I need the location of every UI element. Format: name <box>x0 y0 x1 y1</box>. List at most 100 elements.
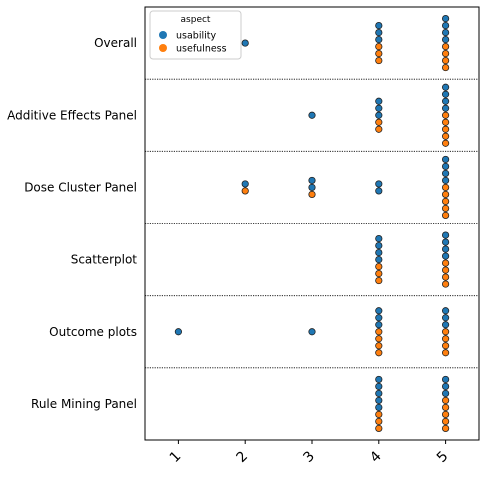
x-tick-label: 3 <box>300 448 318 466</box>
usefulness-point <box>441 197 450 206</box>
usability-point <box>375 403 383 412</box>
usefulness-point <box>441 280 450 288</box>
usefulness-point <box>441 211 450 220</box>
usefulness-point <box>441 183 450 192</box>
usability-point <box>441 169 450 178</box>
usability-point <box>441 321 450 329</box>
category-separators <box>145 78 479 369</box>
usefulness-point <box>441 49 450 58</box>
legend-marker-usefulness <box>159 44 167 52</box>
usability-point <box>308 183 316 192</box>
usefulness-point <box>441 259 450 267</box>
usability-point <box>375 180 383 188</box>
usability-point <box>441 382 450 391</box>
usability-point <box>441 14 450 23</box>
usefulness-point <box>375 49 383 58</box>
usability-point <box>375 375 383 384</box>
usefulness-point <box>375 276 383 285</box>
usefulness-point <box>375 118 383 126</box>
usefulness-point <box>441 190 450 199</box>
category-labels: Overall Additive Effects Panel Dose Cluste… <box>7 36 137 411</box>
usability-point <box>441 245 450 253</box>
usefulness-point <box>441 132 450 140</box>
usability-point <box>375 187 383 195</box>
data-points <box>174 14 450 433</box>
x-tick-label: 4 <box>367 448 385 466</box>
usefulness-point <box>375 125 383 133</box>
legend: aspect usability usefulness <box>149 10 242 60</box>
usefulness-point <box>375 269 383 278</box>
usefulness-point <box>441 56 450 65</box>
usefulness-point <box>441 335 450 343</box>
usability-point <box>441 238 450 246</box>
usability-point <box>441 389 450 398</box>
category-label-rule-mining-panel: Rule Mining Panel <box>31 397 137 411</box>
usefulness-point <box>375 262 383 271</box>
usability-point <box>375 104 383 112</box>
usefulness-point <box>308 190 316 199</box>
category-label-overall: Overall <box>94 36 137 50</box>
usability-point <box>375 21 383 30</box>
usability-point <box>441 83 450 91</box>
legend-box <box>149 10 242 60</box>
usability-point <box>375 111 383 119</box>
usefulness-point <box>441 204 450 213</box>
usability-point <box>375 241 383 250</box>
usefulness-point <box>441 328 450 336</box>
usability-point <box>441 35 450 44</box>
legend-marker-usability <box>159 31 167 39</box>
legend-title: aspect <box>181 15 211 25</box>
category-label-additive-effects-panel: Additive Effects Panel <box>7 108 137 122</box>
usability-point <box>308 111 316 119</box>
usability-point <box>375 255 383 264</box>
usefulness-point <box>441 139 450 147</box>
usability-point <box>441 307 450 315</box>
x-tick-label: 5 <box>434 448 452 466</box>
usability-point <box>241 39 249 47</box>
usefulness-point <box>375 42 383 51</box>
usefulness-point <box>441 125 450 133</box>
category-label-dose-cluster-panel: Dose Cluster Panel <box>24 180 137 194</box>
usability-point <box>375 35 383 44</box>
usability-point <box>441 231 450 239</box>
usability-point <box>441 28 450 37</box>
usability-point <box>441 90 450 98</box>
usability-point <box>375 389 383 398</box>
usability-point <box>441 155 450 164</box>
usefulness-point <box>441 403 450 412</box>
usability-point <box>441 176 450 185</box>
usefulness-point <box>375 349 383 357</box>
x-tick-label: 2 <box>234 448 252 466</box>
usefulness-point <box>375 56 383 65</box>
usability-point <box>375 396 383 405</box>
legend-label-usability: usability <box>176 31 216 42</box>
usefulness-point <box>375 417 383 426</box>
category-label-scatterplot: Scatterplot <box>71 253 138 267</box>
usefulness-point <box>441 111 450 119</box>
usability-point <box>441 21 450 30</box>
usability-point <box>308 176 316 185</box>
usefulness-point <box>441 273 450 281</box>
usefulness-point <box>441 417 450 426</box>
usability-point <box>441 97 450 105</box>
legend-label-usefulness: usefulness <box>176 44 227 55</box>
usefulness-point <box>375 410 383 419</box>
x-tick-label: 1 <box>167 448 185 466</box>
usefulness-point <box>441 42 450 51</box>
usefulness-point <box>441 396 450 405</box>
usability-point <box>375 97 383 105</box>
usability-point <box>375 382 383 391</box>
usability-point <box>441 104 450 112</box>
usefulness-point <box>441 342 450 350</box>
usability-point <box>441 314 450 322</box>
usefulness-point <box>375 328 383 336</box>
usefulness-point <box>441 63 450 72</box>
category-label-outcome-plots: Outcome plots <box>49 325 137 339</box>
usability-point <box>441 162 450 171</box>
usability-point <box>375 234 383 243</box>
usability-point <box>375 248 383 257</box>
usability-point <box>441 375 450 384</box>
usefulness-point <box>441 266 450 274</box>
